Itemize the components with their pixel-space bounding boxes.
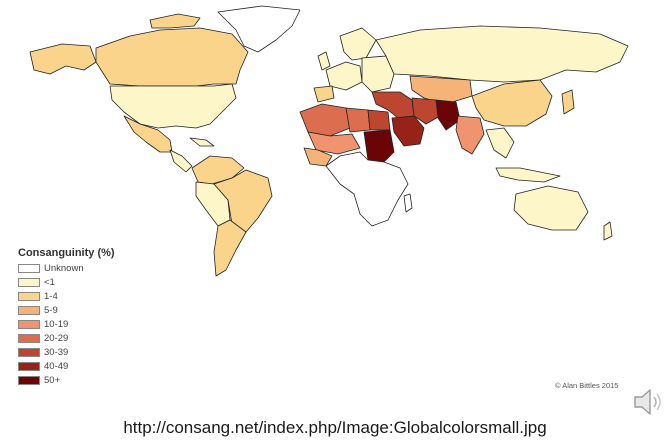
legend-item: 50+	[18, 373, 115, 387]
region-iberia	[313, 85, 335, 103]
copyright-credit: © Alan Bittles 2015	[555, 381, 619, 390]
legend-item: 10-19	[18, 317, 115, 331]
legend-label: 20-29	[44, 332, 69, 344]
legend-swatch-1-4	[18, 291, 40, 301]
world-map: Consanguinity (%) Unknown <1 1-4 5-9 10-…	[18, 5, 629, 390]
legend-label: 10-19	[44, 318, 69, 330]
region-uk	[317, 51, 331, 71]
region-alaska	[29, 43, 97, 75]
source-url-link[interactable]: http://consang.net/index.php/Image:Globa…	[123, 418, 547, 437]
legend-swatch-50-plus	[18, 375, 40, 385]
region-canada	[95, 27, 249, 87]
legend-item: 5-9	[18, 303, 115, 317]
region-indonesia	[495, 167, 561, 183]
region-russia	[375, 25, 629, 83]
region-usa	[109, 83, 237, 129]
legend-item: Unknown	[18, 261, 115, 275]
legend-label: 5-9	[44, 304, 58, 316]
region-cuba	[189, 137, 215, 147]
legend-swatch-40-49	[18, 361, 40, 371]
region-madagascar	[403, 193, 413, 213]
region-japan	[561, 89, 575, 115]
legend-label: Unknown	[44, 262, 84, 274]
legend-item: 20-29	[18, 331, 115, 345]
legend-label: 50+	[44, 374, 61, 386]
region-china	[471, 79, 553, 127]
region-india	[455, 115, 485, 155]
legend-swatch-lt1	[18, 277, 40, 287]
region-australia	[513, 185, 589, 231]
legend-item: 1-4	[18, 289, 115, 303]
region-north-africa-mid	[345, 107, 371, 133]
legend-item: 30-39	[18, 345, 115, 359]
consanguinity-world-map	[29, 5, 629, 277]
region-central-america	[169, 149, 193, 173]
region-canada-arctic	[149, 13, 201, 29]
region-west-africa	[303, 147, 333, 167]
legend-swatch-10-19	[18, 319, 40, 329]
region-pakistan-afghanistan	[435, 99, 461, 131]
legend-label: 1-4	[44, 290, 58, 302]
region-sub-saharan-africa	[325, 151, 409, 227]
region-iran	[411, 97, 441, 125]
region-north-africa-west	[299, 103, 351, 137]
speaker-icon[interactable]	[631, 386, 667, 418]
map-legend: Consanguinity (%) Unknown <1 1-4 5-9 10-…	[18, 247, 115, 387]
legend-swatch-5-9	[18, 305, 40, 315]
legend-title: Consanguinity (%)	[18, 247, 115, 259]
legend-swatch-30-39	[18, 347, 40, 357]
legend-swatch-20-29	[18, 333, 40, 343]
region-egypt	[367, 109, 391, 131]
region-new-zealand	[603, 221, 613, 241]
region-scandinavia	[339, 27, 377, 61]
region-greenland	[217, 5, 301, 53]
legend-label: 40-49	[44, 360, 69, 372]
region-brazil	[213, 169, 273, 233]
legend-label: <1	[44, 276, 55, 288]
region-sudan	[363, 129, 395, 163]
region-southeast-asia	[485, 127, 515, 159]
legend-label: 30-39	[44, 346, 69, 358]
legend-item: 40-49	[18, 359, 115, 373]
region-southern-cone	[213, 219, 247, 277]
legend-swatch-unknown	[18, 263, 40, 273]
region-saudi-arabia	[391, 115, 425, 147]
legend-item: <1	[18, 275, 115, 289]
